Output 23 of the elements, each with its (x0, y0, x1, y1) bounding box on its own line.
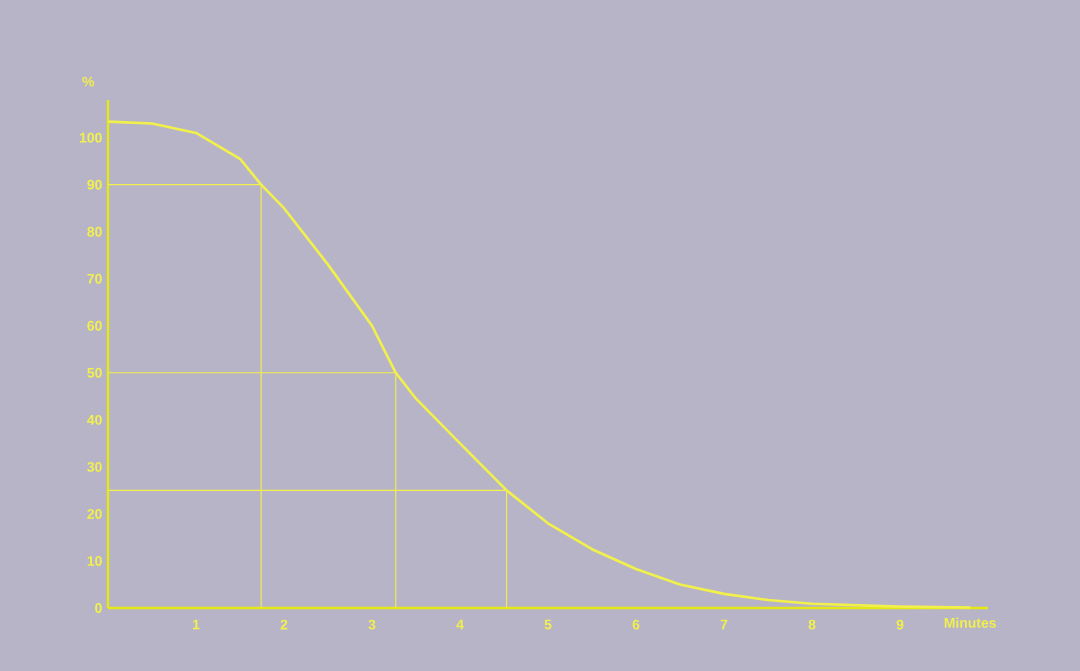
y-tick-label: 20 (87, 508, 102, 519)
y-tick-label: 0 (95, 603, 102, 613)
y-tick-label: 50 (87, 367, 102, 378)
x-tick-label: 2 (280, 619, 288, 630)
y-tick-label: 10 (87, 556, 102, 566)
x-tick-label: 4 (456, 619, 464, 630)
x-tick-label: 8 (808, 619, 816, 630)
y-tick-label: 70 (87, 273, 102, 284)
y-tick-label: 80 (87, 226, 102, 237)
y-tick-label: 100 (79, 132, 102, 143)
line-series (106, 120, 972, 609)
x-tick-label: 1 (193, 619, 200, 630)
x-tick-label: 3 (368, 619, 376, 630)
y-tick-label: 30 (87, 461, 102, 472)
x-tick-label: 6 (632, 619, 640, 630)
x-tick-label: 5 (544, 619, 552, 630)
y-tick-label: 90 (87, 179, 102, 190)
y-tick-label: 60 (87, 320, 102, 331)
y-axis-title: % (82, 76, 95, 87)
y-tick-label: 40 (87, 414, 102, 425)
x-axis-title: Minutes (944, 617, 996, 628)
x-tick-label: 7 (720, 619, 728, 630)
x-tick-label: 9 (896, 619, 904, 630)
